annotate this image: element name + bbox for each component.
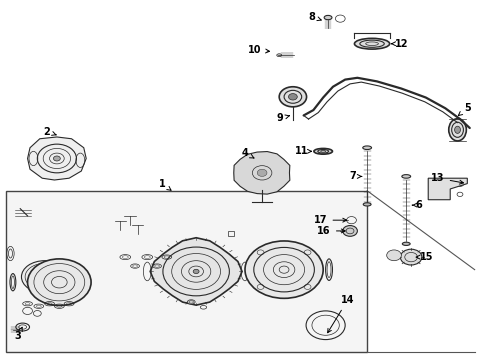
Ellipse shape (314, 148, 332, 154)
Bar (228, 231, 234, 235)
Text: 13: 13 (431, 173, 464, 184)
Text: 6: 6 (412, 200, 422, 210)
Text: 8: 8 (309, 12, 321, 22)
Text: 4: 4 (242, 148, 254, 158)
Text: 10: 10 (248, 45, 270, 55)
Text: 1: 1 (159, 179, 171, 190)
Ellipse shape (455, 126, 461, 134)
Polygon shape (428, 178, 467, 200)
Text: 9: 9 (277, 113, 290, 123)
Ellipse shape (324, 15, 332, 20)
Circle shape (245, 241, 323, 298)
Ellipse shape (363, 146, 371, 149)
Text: 16: 16 (318, 226, 345, 236)
Circle shape (53, 156, 60, 161)
Circle shape (387, 250, 401, 261)
Text: 7: 7 (349, 171, 362, 181)
Ellipse shape (449, 119, 466, 141)
Text: 5: 5 (458, 103, 471, 116)
Ellipse shape (354, 39, 390, 49)
Text: 15: 15 (416, 252, 434, 262)
Ellipse shape (402, 242, 410, 246)
Text: 2: 2 (44, 127, 56, 136)
Bar (5, 191, 367, 352)
Text: 3: 3 (14, 327, 22, 341)
Polygon shape (150, 238, 242, 305)
Ellipse shape (187, 300, 195, 304)
Circle shape (279, 87, 307, 107)
Ellipse shape (402, 175, 411, 178)
Circle shape (289, 94, 297, 100)
Ellipse shape (277, 54, 282, 57)
Circle shape (400, 249, 422, 265)
Ellipse shape (363, 203, 371, 206)
Text: 17: 17 (314, 215, 346, 225)
Ellipse shape (22, 261, 68, 293)
Polygon shape (234, 152, 290, 194)
Text: 11: 11 (294, 146, 311, 156)
Circle shape (27, 259, 91, 306)
Circle shape (343, 226, 357, 236)
Polygon shape (27, 137, 86, 180)
Text: 12: 12 (392, 39, 408, 49)
Circle shape (193, 269, 199, 274)
Circle shape (257, 169, 267, 176)
Text: 14: 14 (328, 295, 354, 333)
